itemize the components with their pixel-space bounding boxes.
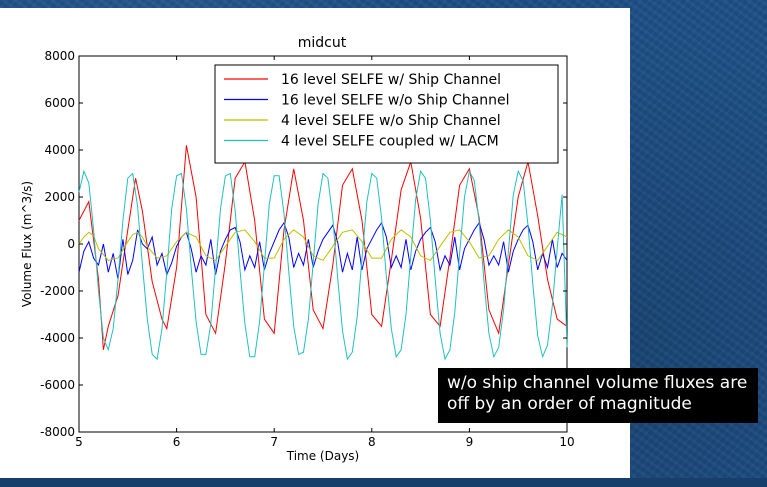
legend-label-3: 4 level SELFE w/o Ship Channel xyxy=(281,113,501,129)
figure-panel: midcut 5 6 7 8 9 10 8000 6000 4000 2000 0 -2000 -400… xyxy=(0,8,630,478)
x-tick-label: 5 xyxy=(75,435,83,449)
series-line-1 xyxy=(78,145,568,350)
series-line-4 xyxy=(78,169,568,361)
y-tick-label: 2000 xyxy=(44,190,75,204)
legend-box xyxy=(214,64,559,164)
annotation-callout: w/o ship channel volume fluxes are off b… xyxy=(438,368,758,423)
x-tick-label: 8 xyxy=(368,435,376,449)
x-tick-label: 6 xyxy=(173,435,181,449)
axis-ticks: 5 6 7 8 9 10 8000 6000 4000 2000 0 -2000 -4000 -6000 -… xyxy=(40,49,575,449)
slide-bottom-band xyxy=(0,478,767,487)
chart-area: midcut 5 6 7 8 9 10 8000 6000 4000 2000 0 -2000 -400… xyxy=(20,35,575,463)
y-tick-label: 6000 xyxy=(44,96,75,110)
y-axis-label: Volume Flux (m^3/s) xyxy=(20,181,34,307)
x-tick-label: 7 xyxy=(270,435,278,449)
legend-label-4: 4 level SELFE coupled w/ LACM xyxy=(281,134,499,150)
y-tick-label: -4000 xyxy=(40,331,75,345)
y-tick-label: 8000 xyxy=(44,49,75,63)
chart-title: midcut xyxy=(298,35,347,51)
y-tick-label: 4000 xyxy=(44,143,75,157)
y-tick-label: -8000 xyxy=(40,425,75,439)
legend-label-2: 16 level SELFE w/o Ship Channel xyxy=(281,93,510,109)
y-tick-label: -6000 xyxy=(40,378,75,392)
x-tick-label: 10 xyxy=(559,435,574,449)
x-axis-label: Time (Days) xyxy=(286,449,360,463)
series-line-3 xyxy=(78,229,568,262)
legend-label-1: 16 level SELFE w/ Ship Channel xyxy=(281,72,501,88)
y-tick-label: 0 xyxy=(67,237,75,251)
series-layer xyxy=(78,145,568,361)
legend: 16 level SELFE w/ Ship Channel 16 level S… xyxy=(214,64,559,164)
y-tick-label: -2000 xyxy=(40,284,75,298)
x-tick-label: 9 xyxy=(466,435,474,449)
